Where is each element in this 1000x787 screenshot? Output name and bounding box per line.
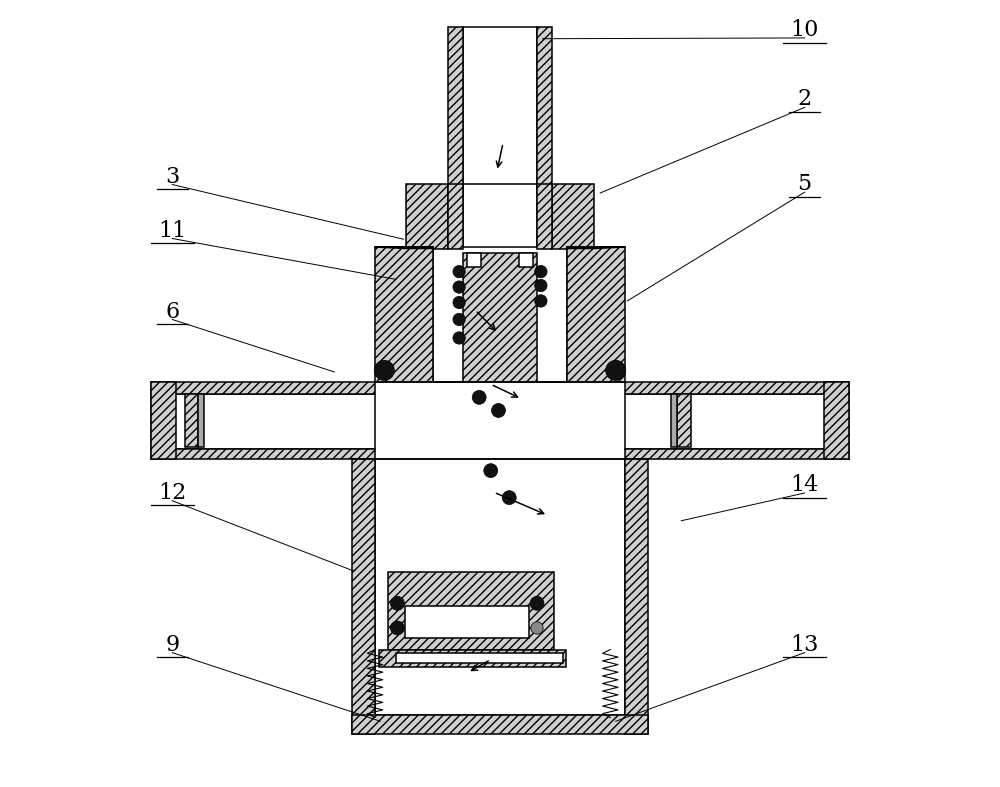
Polygon shape: [375, 247, 433, 249]
Circle shape: [535, 295, 547, 307]
Text: 2: 2: [798, 88, 812, 110]
Bar: [519, 253, 533, 267]
Text: 12: 12: [158, 482, 186, 504]
Bar: [677, 394, 691, 448]
Circle shape: [453, 281, 465, 294]
Bar: [467, 253, 481, 267]
Bar: [537, 27, 552, 193]
Circle shape: [472, 390, 486, 405]
Bar: [375, 459, 625, 715]
Circle shape: [390, 597, 404, 610]
Circle shape: [606, 360, 626, 380]
Text: 11: 11: [158, 220, 186, 242]
Polygon shape: [567, 247, 625, 249]
Bar: [352, 459, 375, 734]
Bar: [824, 382, 849, 459]
Text: 6: 6: [165, 301, 179, 323]
Bar: [625, 459, 648, 734]
Circle shape: [453, 332, 465, 344]
Bar: [463, 27, 537, 193]
Bar: [352, 715, 648, 734]
Bar: [671, 394, 677, 448]
Bar: [567, 247, 625, 382]
Text: 5: 5: [798, 173, 812, 195]
Circle shape: [535, 279, 547, 292]
Bar: [625, 394, 849, 449]
Circle shape: [453, 313, 465, 326]
Text: 3: 3: [165, 165, 179, 187]
Bar: [375, 247, 433, 382]
Bar: [405, 606, 529, 638]
Text: 13: 13: [790, 634, 819, 656]
Circle shape: [453, 297, 465, 309]
Bar: [433, 247, 567, 382]
Bar: [406, 183, 448, 249]
Circle shape: [374, 360, 394, 380]
Circle shape: [535, 265, 547, 278]
Bar: [463, 253, 537, 382]
Bar: [151, 449, 375, 459]
Text: 9: 9: [165, 634, 179, 656]
Bar: [625, 449, 849, 459]
Circle shape: [531, 622, 543, 634]
Bar: [379, 649, 566, 667]
Circle shape: [453, 265, 465, 278]
Bar: [198, 394, 204, 448]
Bar: [151, 382, 176, 459]
Circle shape: [390, 621, 404, 635]
Bar: [537, 183, 552, 249]
Bar: [552, 183, 594, 249]
Bar: [185, 394, 198, 448]
Text: 10: 10: [790, 19, 819, 41]
Bar: [448, 27, 463, 193]
Bar: [463, 183, 537, 249]
Text: 14: 14: [791, 474, 819, 496]
Bar: [625, 382, 849, 394]
Circle shape: [530, 597, 544, 610]
Bar: [396, 652, 563, 663]
Bar: [151, 394, 375, 449]
Bar: [388, 572, 554, 649]
Bar: [448, 183, 463, 249]
Circle shape: [484, 464, 498, 478]
Circle shape: [502, 490, 516, 504]
Circle shape: [492, 404, 505, 417]
Bar: [151, 382, 375, 394]
